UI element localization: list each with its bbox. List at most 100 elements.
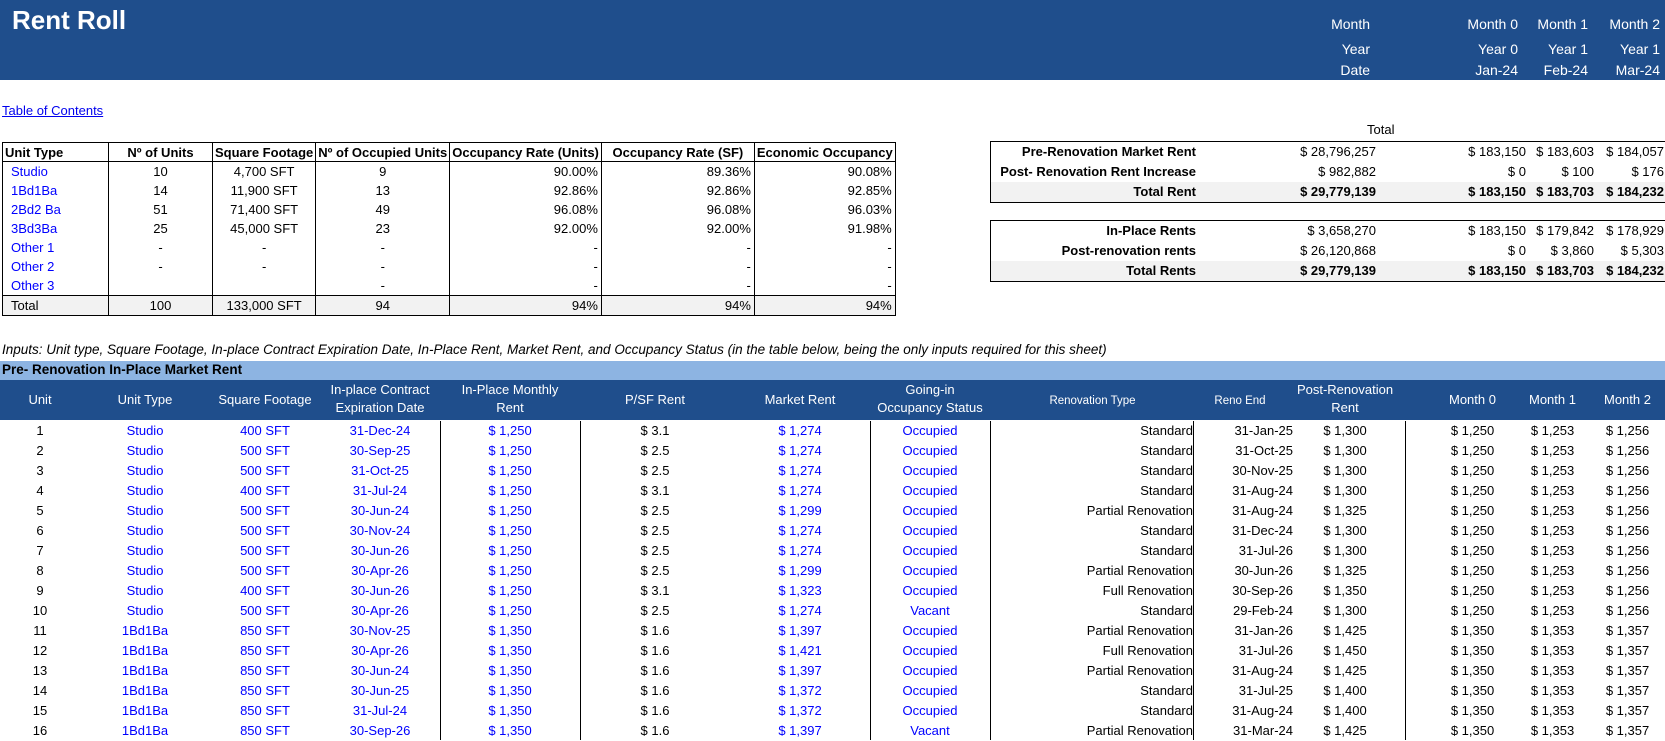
inplace-rent[interactable]: $ 1,250: [488, 443, 532, 458]
contract-expiry[interactable]: 30-Apr-26: [351, 643, 409, 658]
market-rent[interactable]: $ 1,397: [778, 623, 822, 638]
contract-expiry[interactable]: 30-Jun-26: [350, 583, 410, 598]
inplace-rent[interactable]: $ 1,250: [488, 423, 532, 438]
occupancy-status[interactable]: Occupied: [902, 423, 958, 438]
occupancy-status[interactable]: Occupied: [902, 563, 958, 578]
unit-sqft[interactable]: 500 SFT: [240, 523, 290, 538]
occupancy-status[interactable]: Occupied: [902, 463, 958, 478]
unit-type[interactable]: Studio: [126, 543, 164, 558]
contract-expiry[interactable]: 30-Jun-26: [350, 543, 410, 558]
inplace-rent[interactable]: $ 1,250: [488, 563, 532, 578]
unit-sqft[interactable]: 500 SFT: [240, 603, 290, 618]
occupancy-status[interactable]: Occupied: [902, 503, 958, 518]
unit-sqft[interactable]: 500 SFT: [240, 543, 290, 558]
unit-type[interactable]: Studio: [126, 503, 164, 518]
table-of-contents-link[interactable]: Table of Contents: [2, 103, 104, 118]
inplace-rent[interactable]: $ 1,350: [488, 623, 532, 638]
contract-expiry[interactable]: 31-Jul-24: [352, 483, 408, 498]
unit-type[interactable]: 1Bd1Ba: [121, 643, 169, 658]
contract-expiry[interactable]: 31-Oct-25: [351, 463, 409, 478]
unit-type[interactable]: 1Bd1Ba: [121, 723, 169, 738]
renovation-type: Partial Renovation: [1086, 623, 1193, 638]
unit-sqft[interactable]: 850 SFT: [240, 703, 290, 718]
unit-type[interactable]: Studio: [126, 463, 164, 478]
inplace-rent[interactable]: $ 1,250: [488, 603, 532, 618]
market-rent[interactable]: $ 1,274: [778, 443, 822, 458]
inplace-rent[interactable]: $ 1,350: [488, 723, 532, 738]
unit-sqft[interactable]: 500 SFT: [240, 503, 290, 518]
occupancy-status[interactable]: Occupied: [902, 663, 958, 678]
unit-type[interactable]: Studio: [126, 443, 164, 458]
market-rent[interactable]: $ 1,274: [778, 423, 822, 438]
occupancy-status[interactable]: Occupied: [902, 683, 958, 698]
contract-expiry[interactable]: 30-Nov-25: [349, 623, 411, 638]
occupancy-status[interactable]: Occupied: [902, 523, 958, 538]
inplace-rent[interactable]: $ 1,350: [488, 663, 532, 678]
renovation-type: Partial Renovation: [1086, 723, 1193, 738]
unit-sqft[interactable]: 400 SFT: [240, 583, 290, 598]
unit-type[interactable]: 1Bd1Ba: [121, 703, 169, 718]
market-rent[interactable]: $ 1,274: [778, 543, 822, 558]
unit-type[interactable]: 1Bd1Ba: [121, 623, 169, 638]
occupancy-status[interactable]: Occupied: [902, 703, 958, 718]
market-rent[interactable]: $ 1,274: [778, 523, 822, 538]
unit-type[interactable]: Studio: [126, 603, 164, 618]
market-rent[interactable]: $ 1,299: [778, 503, 822, 518]
unit-sqft[interactable]: 850 SFT: [240, 683, 290, 698]
unit-sqft[interactable]: 500 SFT: [240, 563, 290, 578]
occupancy-status[interactable]: Occupied: [902, 643, 958, 658]
occupancy-status[interactable]: Vacant: [910, 603, 950, 618]
contract-expiry[interactable]: 30-Apr-26: [351, 563, 409, 578]
contract-expiry[interactable]: 30-Jun-25: [350, 683, 410, 698]
unit-sqft[interactable]: 400 SFT: [240, 483, 290, 498]
market-rent[interactable]: $ 1,323: [778, 583, 822, 598]
contract-expiry[interactable]: 30-Sep-25: [349, 443, 411, 458]
contract-expiry[interactable]: 31-Jul-24: [352, 703, 408, 718]
unit-type[interactable]: Studio: [126, 523, 164, 538]
market-rent[interactable]: $ 1,274: [778, 483, 822, 498]
market-rent[interactable]: $ 1,372: [778, 703, 822, 718]
market-rent[interactable]: $ 1,274: [778, 463, 822, 478]
unit-sqft[interactable]: 400 SFT: [240, 423, 290, 438]
contract-expiry[interactable]: 30-Jun-24: [350, 663, 410, 678]
contract-expiry[interactable]: 30-Sep-26: [349, 723, 411, 738]
occupancy-status[interactable]: Occupied: [902, 443, 958, 458]
occupancy-status[interactable]: Occupied: [902, 483, 958, 498]
market-rent[interactable]: $ 1,299: [778, 563, 822, 578]
summary-cell: 92.86%: [449, 181, 602, 200]
occupancy-status[interactable]: Occupied: [902, 623, 958, 638]
unit-type[interactable]: 1Bd1Ba: [121, 683, 169, 698]
inplace-rent[interactable]: $ 1,250: [488, 463, 532, 478]
unit-sqft[interactable]: 850 SFT: [240, 623, 290, 638]
market-rent[interactable]: $ 1,274: [778, 603, 822, 618]
unit-type[interactable]: Studio: [126, 563, 164, 578]
unit-type[interactable]: 1Bd1Ba: [121, 663, 169, 678]
unit-type[interactable]: Studio: [126, 483, 164, 498]
unit-sqft[interactable]: 850 SFT: [240, 723, 290, 738]
unit-type[interactable]: Studio: [126, 583, 164, 598]
inplace-rent[interactable]: $ 1,350: [488, 683, 532, 698]
inplace-rent[interactable]: $ 1,250: [488, 523, 532, 538]
inplace-rent[interactable]: $ 1,350: [488, 643, 532, 658]
occupancy-status[interactable]: Occupied: [902, 583, 958, 598]
unit-sqft[interactable]: 850 SFT: [240, 663, 290, 678]
unit-type[interactable]: Studio: [126, 423, 164, 438]
unit-sqft[interactable]: 500 SFT: [240, 443, 290, 458]
inplace-rent[interactable]: $ 1,250: [488, 583, 532, 598]
unit-sqft[interactable]: 850 SFT: [240, 643, 290, 658]
contract-expiry[interactable]: 31-Dec-24: [349, 423, 411, 438]
contract-expiry[interactable]: 30-Apr-26: [351, 603, 409, 618]
contract-expiry[interactable]: 30-Nov-24: [349, 523, 411, 538]
market-rent[interactable]: $ 1,421: [778, 643, 822, 658]
inplace-rent[interactable]: $ 1,350: [488, 703, 532, 718]
inplace-rent[interactable]: $ 1,250: [488, 483, 532, 498]
contract-expiry[interactable]: 30-Jun-24: [350, 503, 410, 518]
inplace-rent[interactable]: $ 1,250: [488, 503, 532, 518]
occupancy-status[interactable]: Vacant: [910, 723, 950, 738]
market-rent[interactable]: $ 1,397: [778, 723, 822, 738]
market-rent[interactable]: $ 1,397: [778, 663, 822, 678]
occupancy-status[interactable]: Occupied: [902, 543, 958, 558]
inplace-rent[interactable]: $ 1,250: [488, 543, 532, 558]
market-rent[interactable]: $ 1,372: [778, 683, 822, 698]
unit-sqft[interactable]: 500 SFT: [240, 463, 290, 478]
